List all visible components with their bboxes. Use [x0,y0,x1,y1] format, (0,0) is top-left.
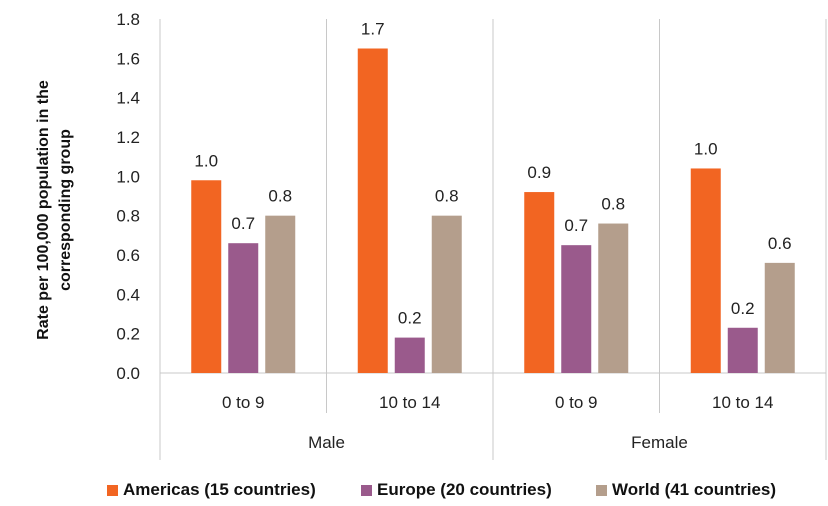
y-axis-title-line: corresponding group [57,129,74,291]
data-label: 0.7 [564,216,588,235]
data-label: 0.8 [268,187,292,206]
bar [431,215,462,373]
group-label: Female [631,433,688,452]
category-label: 10 to 14 [712,393,773,412]
y-tick-label: 0.2 [116,325,140,344]
y-tick-label: 1.8 [116,10,140,29]
legend-swatch [361,485,372,496]
bar [228,243,259,373]
y-tick-label: 0.4 [116,285,140,304]
y-axis-title: Rate per 100,000 population in the corres… [35,80,74,340]
y-tick-label: 1.0 [116,167,140,186]
bar [394,337,425,373]
y-tick-label: 0.0 [116,364,140,383]
data-label: 1.0 [694,139,718,158]
legend-swatch [107,485,118,496]
data-label: 1.0 [194,151,218,170]
bar [524,192,555,373]
bar [727,327,758,373]
bar [561,245,592,373]
bar [357,48,388,373]
data-label: 0.7 [231,214,255,233]
y-axis-ticks: 0.0 0.2 0.4 0.6 0.8 1.0 1.2 1.4 1.6 1.8 [116,10,140,383]
legend-label: Americas (15 countries) [123,480,316,499]
legend-label: Europe (20 countries) [377,480,552,499]
bar [690,168,721,373]
legend-label: World (41 countries) [612,480,776,499]
category-labels: 0 to 9 10 to 14 0 to 9 10 to 14 [222,393,774,412]
bar [191,180,222,373]
y-tick-label: 1.4 [116,89,140,108]
bars [191,48,795,373]
y-axis-title-line: Rate per 100,000 population in the [35,80,52,340]
data-label: 0.8 [601,195,625,214]
category-label: 0 to 9 [222,393,265,412]
category-label: 0 to 9 [555,393,598,412]
y-tick-label: 0.6 [116,246,140,265]
group-label: Male [308,433,345,452]
legend-swatch [596,485,607,496]
y-tick-label: 1.2 [116,128,140,147]
data-label: 0.6 [768,234,792,253]
data-labels: 1.0 0.7 0.8 1.7 0.2 0.8 0.9 0.7 0.8 1.0 0.2 0.6 [194,20,791,328]
bar [265,215,296,373]
legend: Americas (15 countries) Europe (20 countr… [107,480,776,499]
group-labels: Male Female [308,433,688,452]
bar [764,262,795,373]
data-label: 0.9 [527,163,551,182]
data-label: 0.2 [398,309,422,328]
category-label: 10 to 14 [379,393,440,412]
data-label: 1.7 [361,20,385,39]
bar [598,223,629,373]
y-tick-label: 0.8 [116,207,140,226]
data-label: 0.2 [731,299,755,318]
data-label: 0.8 [435,187,459,206]
y-tick-label: 1.6 [116,49,140,68]
